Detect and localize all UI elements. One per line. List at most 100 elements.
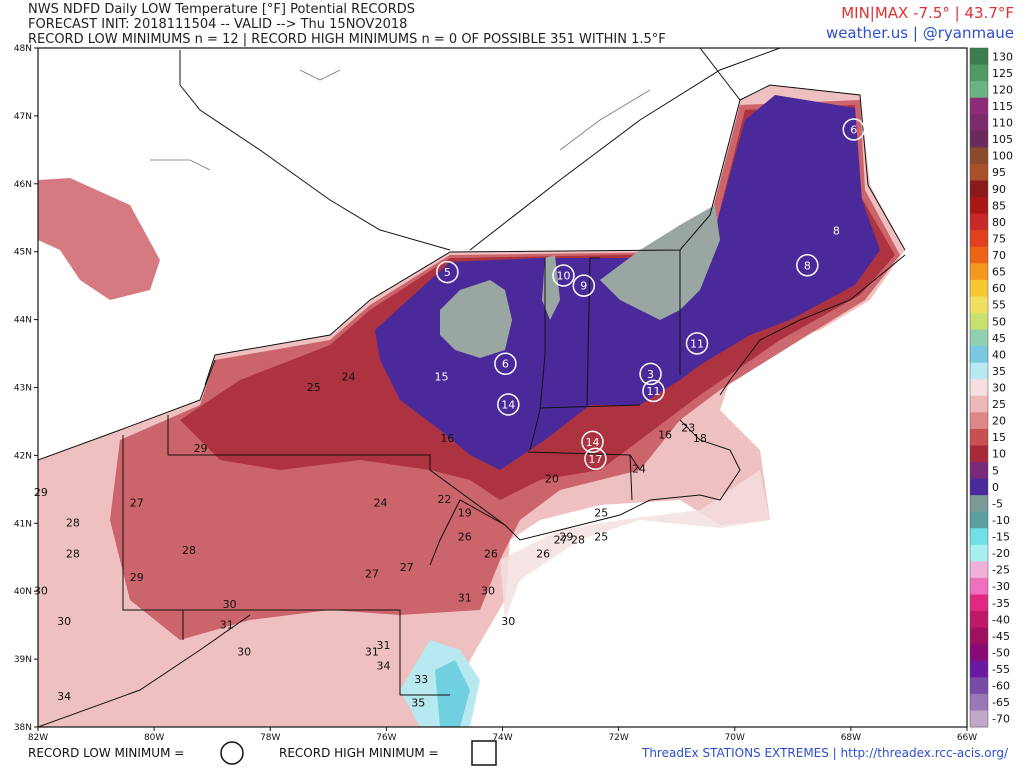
colorbar-label: 120 xyxy=(992,83,1013,96)
data-source-credit: ThreadEx STATIONS EXTREMES | http://thre… xyxy=(642,746,1008,760)
lat-label: 47N xyxy=(14,112,32,122)
station-value: 34 xyxy=(376,659,390,672)
station-value: 23 xyxy=(681,422,695,435)
record-high-legend-label: RECORD HIGH MINIMUM = xyxy=(279,746,439,760)
record-low-value: 5 xyxy=(444,266,451,279)
record-low-marker: 9 xyxy=(572,274,596,297)
lat-label: 38N xyxy=(14,723,32,733)
colorbar-label: -70 xyxy=(992,713,1010,726)
colorbar-label: -65 xyxy=(992,696,1010,709)
colorbar-label: 40 xyxy=(992,348,1006,361)
station-value: 28 xyxy=(182,544,196,557)
colorbar-label: 25 xyxy=(992,398,1006,411)
colorbar-label: 85 xyxy=(992,199,1006,212)
record-low-value: 14 xyxy=(585,436,599,449)
lon-label: 82W xyxy=(28,733,48,743)
station-value: 24 xyxy=(374,496,388,509)
lat-label: 39N xyxy=(14,655,32,665)
map-title: NWS NDFD Daily LOW Temperature [°F] Pote… xyxy=(28,2,416,17)
station-value: 30 xyxy=(223,598,237,611)
station-value: 34 xyxy=(57,690,71,703)
record-low-legend-label: RECORD LOW MINIMUM = xyxy=(28,746,185,760)
boundaries xyxy=(38,48,906,727)
nh-maine-gray xyxy=(600,205,720,320)
colorbar-swatch xyxy=(970,362,988,380)
station-value: 29 xyxy=(130,571,144,584)
colorbar-label: -55 xyxy=(992,663,1010,676)
colorbar-label: -45 xyxy=(992,630,1010,643)
colorbar-label: -60 xyxy=(992,680,1010,693)
record-low-circle xyxy=(796,254,819,277)
colorbar-swatch xyxy=(970,279,988,297)
colorbar-label: -30 xyxy=(992,580,1010,593)
colorbar-swatch xyxy=(970,693,988,711)
record-low-circle xyxy=(572,274,596,297)
colorbar-label: 110 xyxy=(992,117,1013,130)
record-low-circle xyxy=(497,393,520,416)
station-value: 28 xyxy=(571,534,585,547)
colorbar-label: -5 xyxy=(992,497,1003,510)
station-value: 16 xyxy=(658,428,672,441)
record-low-marker: 6 xyxy=(842,118,866,141)
lat-label: 44N xyxy=(14,316,32,326)
colorbar-label: 75 xyxy=(992,232,1006,245)
colorbar-swatch xyxy=(970,97,988,115)
colorbar-swatch xyxy=(970,48,988,66)
colorbar-swatch xyxy=(970,462,988,480)
colorbar-swatch xyxy=(970,379,988,397)
record-low-marker: 10 xyxy=(552,264,575,287)
colorbar-label: -25 xyxy=(992,564,1010,577)
station-value: 27 xyxy=(554,534,568,547)
lon-label: 76W xyxy=(376,733,396,743)
lon-label: 78W xyxy=(260,733,280,743)
colorbar-swatch xyxy=(970,677,988,695)
colorbar-swatch xyxy=(970,544,988,562)
vermont-gray xyxy=(542,255,560,320)
colorbar-label: 90 xyxy=(992,183,1006,196)
colorbar-label: 130 xyxy=(992,50,1013,63)
colorbar-swatch xyxy=(970,346,988,364)
record-low-marker: 6 xyxy=(494,352,517,375)
colorbar-swatch xyxy=(970,627,988,645)
record-low-circle xyxy=(494,352,517,375)
record-low-marker: 14 xyxy=(581,430,604,454)
station-value: 26 xyxy=(536,547,550,560)
adirondack-gray xyxy=(440,280,512,358)
record-low-marker: 11 xyxy=(642,379,665,403)
record-low-marker: 14 xyxy=(497,393,520,416)
colorbar-swatch xyxy=(970,81,988,99)
station-value: 25 xyxy=(307,381,321,394)
colorbar-label: 70 xyxy=(992,249,1006,262)
lat-label: 45N xyxy=(14,248,32,258)
record-low-marker: 8 xyxy=(796,254,819,277)
lat-label: 48N xyxy=(14,44,32,54)
colorbar-label: 45 xyxy=(992,332,1006,345)
colorbar-swatch xyxy=(970,412,988,430)
colorbar-swatch xyxy=(970,495,988,513)
record-low-value: 10 xyxy=(556,269,570,282)
station-value: 29 xyxy=(194,442,208,455)
colorbar-swatch xyxy=(970,710,988,728)
lat-label: 43N xyxy=(14,384,32,394)
colorbar-swatch xyxy=(970,246,988,264)
colorbar-label: 55 xyxy=(992,299,1006,312)
record-low-circle xyxy=(639,362,662,386)
record-low-circle xyxy=(842,118,866,141)
record-low-value: 8 xyxy=(804,259,811,272)
colorbar-swatch xyxy=(970,64,988,82)
record-low-value: 3 xyxy=(647,368,654,381)
station-value: 18 xyxy=(693,432,707,445)
station-value: 30 xyxy=(481,585,495,598)
station-value: 29 xyxy=(34,486,48,499)
colorbar-swatch xyxy=(970,528,988,546)
colorbar-label: 95 xyxy=(992,166,1006,179)
lon-label: 66W xyxy=(957,733,977,743)
station-value: 19 xyxy=(458,507,472,520)
colorbar-label: -10 xyxy=(992,514,1010,527)
colorbar-label: -35 xyxy=(992,597,1010,610)
station-value: 30 xyxy=(34,585,48,598)
min-max-readout: MIN|MAX -7.5° | 43.7°F xyxy=(841,4,1014,22)
record-low-circle xyxy=(552,264,575,287)
